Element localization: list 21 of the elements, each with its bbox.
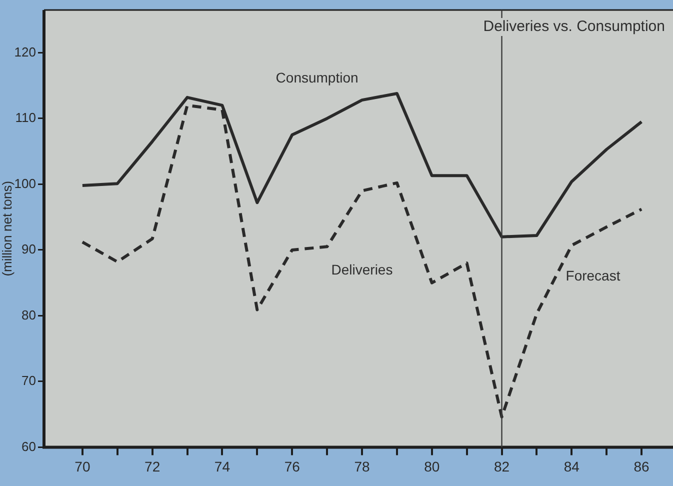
series-label: Deliveries xyxy=(331,262,393,278)
y-axis-title: (million net tons) xyxy=(0,180,14,276)
x-tick-label: 74 xyxy=(214,458,230,474)
y-tick-label: 90 xyxy=(22,242,36,257)
x-tick-label: 84 xyxy=(564,458,580,474)
x-tick-label: 80 xyxy=(424,458,440,474)
x-tick-label: 86 xyxy=(634,458,650,474)
annotation: Forecast xyxy=(566,268,620,284)
y-tick-label: 120 xyxy=(14,44,36,60)
y-tick-label: 80 xyxy=(22,307,36,322)
y-tick-label: 60 xyxy=(22,438,36,454)
y-tick-label: 110 xyxy=(15,110,36,126)
x-tick-label: 72 xyxy=(144,458,160,474)
y-tick-label: 100 xyxy=(14,176,36,191)
x-tick-label: 82 xyxy=(494,458,510,474)
x-tick-label: 76 xyxy=(284,458,300,474)
x-tick-label: 78 xyxy=(354,458,370,474)
x-tick-label: 70 xyxy=(74,458,90,474)
text: Deliveries vs. Consumption xyxy=(483,18,665,36)
y-tick-label: 70 xyxy=(22,373,36,388)
series-label: Consumption xyxy=(276,69,358,86)
